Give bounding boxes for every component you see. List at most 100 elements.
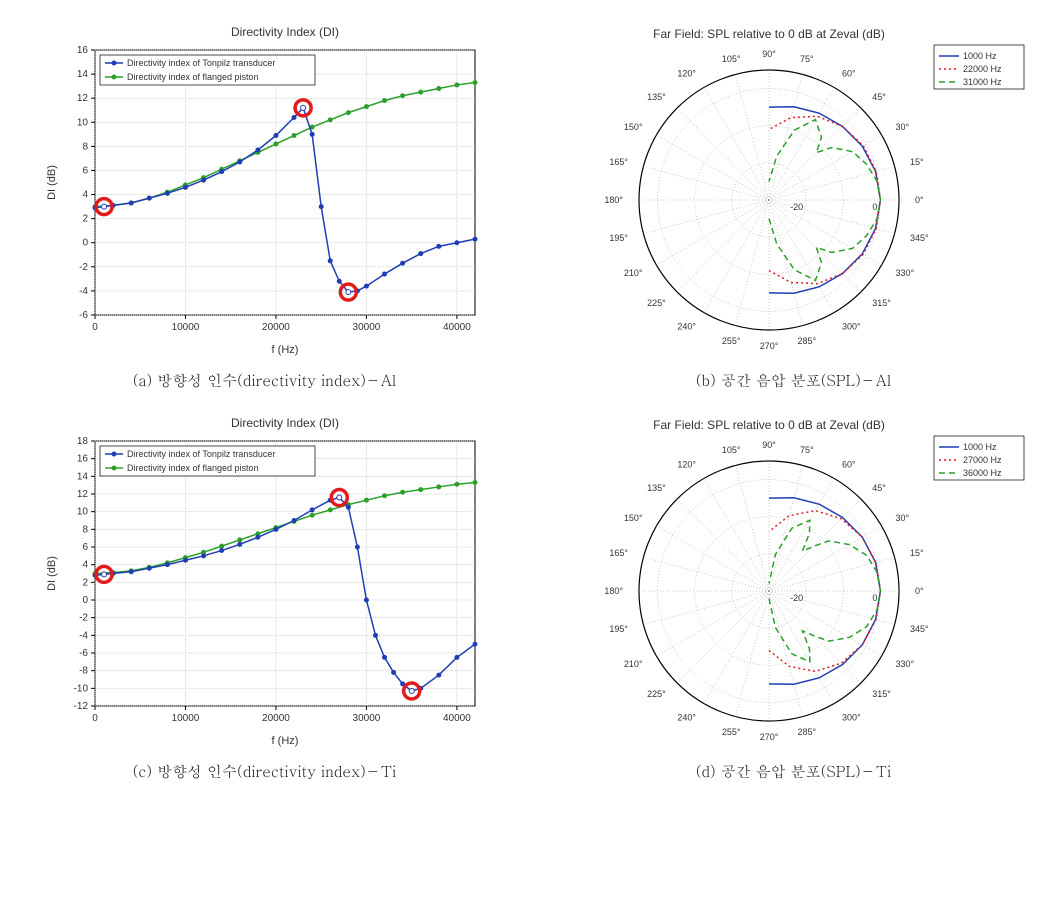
svg-text:-20: -20 xyxy=(790,202,803,212)
svg-text:345°: 345° xyxy=(910,233,929,243)
svg-text:285°: 285° xyxy=(797,727,816,737)
svg-text:315°: 315° xyxy=(872,298,891,308)
svg-text:165°: 165° xyxy=(609,157,628,167)
svg-text:10: 10 xyxy=(76,507,88,518)
svg-text:195°: 195° xyxy=(609,624,628,634)
svg-text:15°: 15° xyxy=(910,157,924,167)
svg-text:0°: 0° xyxy=(915,195,924,205)
svg-text:330°: 330° xyxy=(895,659,914,669)
caption-d: (d) 공간 음압 분포(SPL)－Ti xyxy=(696,761,892,782)
svg-text:15°: 15° xyxy=(910,548,924,558)
svg-text:16: 16 xyxy=(76,45,88,56)
svg-text:16: 16 xyxy=(76,454,88,465)
svg-text:0: 0 xyxy=(872,202,877,212)
svg-text:18: 18 xyxy=(76,436,88,447)
svg-text:345°: 345° xyxy=(910,624,929,634)
svg-text:-10: -10 xyxy=(73,683,88,694)
svg-text:90°: 90° xyxy=(762,49,776,59)
svg-text:8: 8 xyxy=(82,141,88,152)
svg-text:10000: 10000 xyxy=(171,713,199,724)
svg-text:Directivity index of Tonpilz t: Directivity index of Tonpilz transducer xyxy=(127,58,275,68)
svg-text:-2: -2 xyxy=(79,613,88,624)
svg-text:315°: 315° xyxy=(872,689,891,699)
svg-text:8: 8 xyxy=(82,524,88,535)
svg-text:255°: 255° xyxy=(721,336,740,346)
svg-text:270°: 270° xyxy=(759,341,778,351)
svg-text:30000: 30000 xyxy=(352,322,380,333)
svg-text:150°: 150° xyxy=(623,513,642,523)
svg-text:10: 10 xyxy=(76,117,88,128)
svg-text:-20: -20 xyxy=(790,593,803,603)
svg-text:75°: 75° xyxy=(799,54,813,64)
svg-text:4: 4 xyxy=(82,560,88,571)
svg-text:Directivity index of Tonpilz t: Directivity index of Tonpilz transducer xyxy=(127,449,275,459)
panel-c: 010000200003000040000-12-10-8-6-4-202468… xyxy=(20,411,509,782)
svg-text:210°: 210° xyxy=(623,268,642,278)
svg-text:135°: 135° xyxy=(647,92,666,102)
svg-text:1000 Hz: 1000 Hz xyxy=(963,51,997,61)
svg-text:12: 12 xyxy=(76,93,88,104)
svg-text:-4: -4 xyxy=(79,286,88,297)
svg-text:6: 6 xyxy=(82,542,88,553)
panel-a: 010000200003000040000-6-4-20246810121416… xyxy=(20,20,509,391)
svg-text:-12: -12 xyxy=(73,701,88,712)
svg-text:195°: 195° xyxy=(609,233,628,243)
svg-text:180°: 180° xyxy=(604,586,623,596)
svg-text:2: 2 xyxy=(82,214,88,225)
svg-text:40000: 40000 xyxy=(442,322,470,333)
svg-text:30000: 30000 xyxy=(352,713,380,724)
panel-d: Far Field: SPL relative to 0 dB at Zeval… xyxy=(549,411,1038,782)
caption-a: (a) 방향성 인수(directivity index)－Al xyxy=(133,370,397,391)
svg-text:-4: -4 xyxy=(79,630,88,641)
svg-text:4: 4 xyxy=(82,190,88,201)
svg-text:20000: 20000 xyxy=(262,713,290,724)
svg-text:1000 Hz: 1000 Hz xyxy=(963,442,997,452)
caption-b: (b) 공간 음압 분포(SPL)－Al xyxy=(696,370,891,391)
svg-text:12: 12 xyxy=(76,489,88,500)
svg-text:36000 Hz: 36000 Hz xyxy=(963,468,1002,478)
svg-text:30°: 30° xyxy=(895,122,909,132)
svg-text:Directivity Index (DI): Directivity Index (DI) xyxy=(230,416,338,430)
svg-text:f (Hz): f (Hz) xyxy=(271,344,298,356)
svg-text:300°: 300° xyxy=(842,321,861,331)
svg-text:31000 Hz: 31000 Hz xyxy=(963,77,1002,87)
svg-text:-6: -6 xyxy=(79,648,88,659)
svg-text:DI (dB): DI (dB) xyxy=(46,556,58,591)
svg-text:135°: 135° xyxy=(647,483,666,493)
svg-text:-6: -6 xyxy=(79,310,88,321)
svg-text:90°: 90° xyxy=(762,440,776,450)
svg-text:120°: 120° xyxy=(677,460,696,470)
svg-text:22000 Hz: 22000 Hz xyxy=(963,64,1002,74)
svg-text:-8: -8 xyxy=(79,666,88,677)
svg-text:Directivity Index (DI): Directivity Index (DI) xyxy=(230,25,338,39)
svg-text:40000: 40000 xyxy=(442,713,470,724)
svg-text:14: 14 xyxy=(76,471,88,482)
svg-text:75°: 75° xyxy=(799,445,813,455)
svg-text:225°: 225° xyxy=(647,689,666,699)
svg-text:-2: -2 xyxy=(79,262,88,273)
line-chart-c: 010000200003000040000-12-10-8-6-4-202468… xyxy=(40,411,490,751)
svg-text:Far Field: SPL relative to 0 d: Far Field: SPL relative to 0 dB at Zeval… xyxy=(653,27,885,41)
polar-chart-d: Far Field: SPL relative to 0 dB at Zeval… xyxy=(559,411,1029,751)
svg-text:0: 0 xyxy=(92,322,98,333)
svg-text:270°: 270° xyxy=(759,732,778,742)
svg-text:150°: 150° xyxy=(623,122,642,132)
svg-text:60°: 60° xyxy=(842,460,856,470)
svg-text:0: 0 xyxy=(872,593,877,603)
svg-text:6: 6 xyxy=(82,165,88,176)
svg-text:10000: 10000 xyxy=(171,322,199,333)
svg-text:285°: 285° xyxy=(797,336,816,346)
svg-text:14: 14 xyxy=(76,69,88,80)
svg-text:30°: 30° xyxy=(895,513,909,523)
svg-text:225°: 225° xyxy=(647,298,666,308)
svg-text:Directivity index of flanged p: Directivity index of flanged piston xyxy=(127,72,259,82)
svg-text:Far Field: SPL relative to 0 d: Far Field: SPL relative to 0 dB at Zeval… xyxy=(653,418,885,432)
svg-text:Directivity index of flanged p: Directivity index of flanged piston xyxy=(127,463,259,473)
svg-text:255°: 255° xyxy=(721,727,740,737)
svg-text:f (Hz): f (Hz) xyxy=(271,735,298,747)
svg-text:45°: 45° xyxy=(872,483,886,493)
svg-text:180°: 180° xyxy=(604,195,623,205)
line-chart-a: 010000200003000040000-6-4-20246810121416… xyxy=(40,20,490,360)
svg-text:300°: 300° xyxy=(842,712,861,722)
svg-text:45°: 45° xyxy=(872,92,886,102)
